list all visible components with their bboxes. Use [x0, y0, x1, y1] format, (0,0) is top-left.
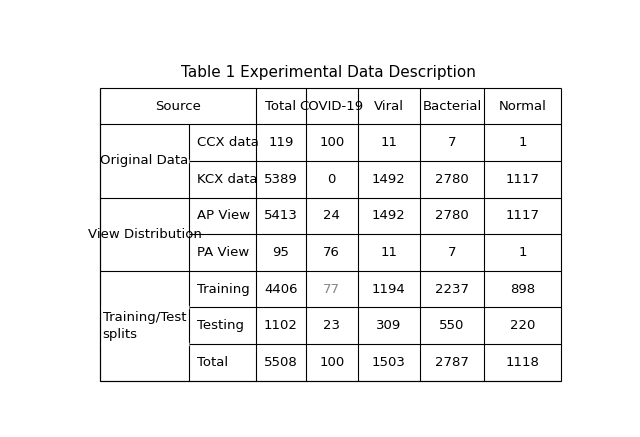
Text: 1: 1	[518, 136, 527, 149]
Text: 23: 23	[323, 319, 340, 332]
Text: Training/Test
splits: Training/Test splits	[103, 311, 186, 340]
Text: Total: Total	[266, 100, 296, 113]
Text: 898: 898	[510, 283, 535, 295]
Text: 2237: 2237	[435, 283, 469, 295]
Text: 119: 119	[268, 136, 294, 149]
Text: 1194: 1194	[372, 283, 406, 295]
Text: Normal: Normal	[499, 100, 547, 113]
Text: 24: 24	[323, 209, 340, 222]
Text: 7: 7	[448, 246, 456, 259]
Text: KCX data: KCX data	[196, 173, 257, 186]
Text: 2780: 2780	[435, 173, 469, 186]
Text: 5413: 5413	[264, 209, 298, 222]
Text: Source: Source	[155, 100, 201, 113]
Text: View Distribution: View Distribution	[88, 228, 202, 241]
Text: 5508: 5508	[264, 356, 298, 369]
Text: COVID-19: COVID-19	[300, 100, 364, 113]
Text: 4406: 4406	[264, 283, 298, 295]
Text: Original Data: Original Data	[100, 154, 189, 167]
Text: 309: 309	[376, 319, 401, 332]
Text: 1117: 1117	[506, 209, 540, 222]
Text: 100: 100	[319, 356, 344, 369]
Text: 1492: 1492	[372, 173, 406, 186]
Text: Bacterial: Bacterial	[422, 100, 482, 113]
Text: AP View: AP View	[196, 209, 250, 222]
Text: 1102: 1102	[264, 319, 298, 332]
Text: 11: 11	[380, 136, 397, 149]
Text: CCX data: CCX data	[196, 136, 259, 149]
Text: Total: Total	[196, 356, 228, 369]
Text: 100: 100	[319, 136, 344, 149]
Text: 2780: 2780	[435, 209, 469, 222]
Text: 76: 76	[323, 246, 340, 259]
Text: PA View: PA View	[196, 246, 249, 259]
Text: Table 1 Experimental Data Description: Table 1 Experimental Data Description	[180, 65, 476, 80]
Text: 220: 220	[510, 319, 536, 332]
Text: Viral: Viral	[374, 100, 404, 113]
Text: 1492: 1492	[372, 209, 406, 222]
Text: 1: 1	[518, 246, 527, 259]
Text: Training: Training	[196, 283, 250, 295]
Text: 550: 550	[439, 319, 465, 332]
Text: 0: 0	[328, 173, 336, 186]
Text: Testing: Testing	[196, 319, 244, 332]
Text: 1503: 1503	[372, 356, 406, 369]
Text: 11: 11	[380, 246, 397, 259]
Text: 2787: 2787	[435, 356, 469, 369]
Text: 1117: 1117	[506, 173, 540, 186]
Text: 5389: 5389	[264, 173, 298, 186]
Text: 77: 77	[323, 283, 340, 295]
Text: 7: 7	[448, 136, 456, 149]
Text: 95: 95	[273, 246, 289, 259]
Text: 1118: 1118	[506, 356, 540, 369]
